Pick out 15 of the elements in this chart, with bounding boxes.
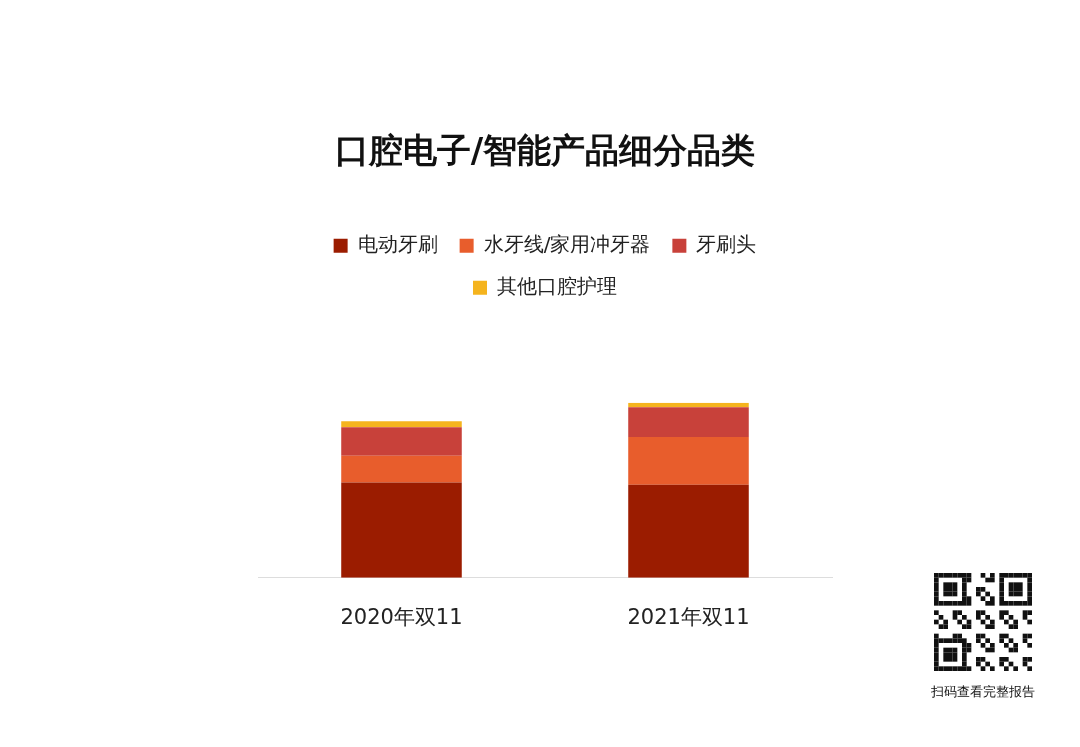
chart-title: 口腔电子/智能产品细分品类 (334, 130, 756, 171)
legend-label: 水牙线/家用冲牙器 (483, 232, 651, 256)
bar (628, 484, 749, 578)
bar (341, 427, 462, 456)
bar (341, 455, 462, 483)
legend-label: 其他口腔护理 (497, 274, 617, 298)
text: 扫码查看完整报告 (931, 683, 1035, 701)
bar (628, 407, 749, 438)
bar (628, 437, 749, 485)
bar (341, 421, 462, 428)
x-tick-label: 2021年双11 (627, 604, 750, 629)
x-tick-label: 2020年双11 (340, 604, 463, 629)
legend-label: 电动牙刷 (357, 232, 438, 256)
legend-label: 牙刷头 (696, 232, 757, 256)
bar (341, 482, 462, 578)
